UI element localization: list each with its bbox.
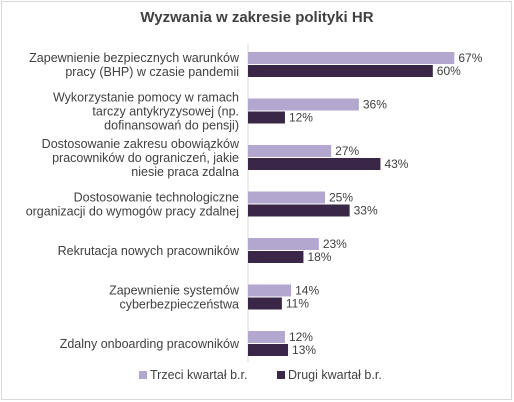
bar-q3 — [248, 98, 359, 111]
data-label: 60% — [437, 64, 461, 78]
bar-q2 — [248, 158, 381, 170]
bar-q3 — [248, 238, 319, 250]
category-label: Wykorzystanie pomocy w ramach — [53, 91, 239, 105]
chart-title: Wyzwania w zakresie polityki HR — [140, 9, 374, 26]
legend-swatch — [139, 371, 147, 379]
bar-q3 — [248, 331, 285, 343]
category-label: pracowników do ograniczeń, jakie — [52, 151, 239, 165]
data-label: 12% — [289, 111, 313, 125]
data-label: 23% — [323, 237, 347, 251]
category-label: Zapewnienie bezpiecznych warunków — [29, 51, 240, 65]
bar-q2 — [248, 251, 304, 263]
legend-label: Drugi kwartał b.r. — [288, 368, 382, 382]
bar-q2 — [248, 297, 282, 310]
data-label: 14% — [295, 284, 319, 298]
bar-q2 — [248, 65, 433, 77]
category-label: Rekrutacja nowych pracowników — [58, 244, 240, 258]
data-label: 13% — [292, 343, 316, 357]
category-label: Zdalny onboarding pracowników — [60, 337, 240, 351]
legend-label: Trzeci kwartał b.r. — [150, 368, 247, 382]
legend-swatch — [277, 371, 285, 379]
bar-q2 — [248, 204, 350, 217]
bar-q3 — [248, 145, 332, 157]
category-label: Zapewnienie systemów — [109, 284, 240, 298]
category-label: cyberbezpieczeństwa — [119, 298, 239, 312]
data-label: 36% — [363, 98, 387, 112]
data-label: 25% — [329, 191, 353, 205]
category-label: dofinansowań do pensji) — [104, 119, 239, 133]
data-label: 11% — [286, 297, 309, 311]
bar-q2 — [248, 344, 289, 356]
bar-q3 — [248, 52, 455, 64]
category-label: pracy (BHP) w czasie pandemii — [65, 65, 239, 79]
category-label: niesie praca zdalna — [131, 165, 239, 179]
bar-q2 — [248, 111, 285, 124]
data-label: 27% — [335, 144, 359, 158]
bar-q3 — [248, 191, 325, 204]
data-label: 67% — [458, 51, 482, 65]
data-label: 33% — [354, 204, 378, 218]
data-label: 12% — [289, 330, 313, 344]
category-label: tarczy antykryzysowej (np. — [92, 105, 239, 119]
category-label: organizacji do wymogów pracy zdalnej — [26, 205, 239, 219]
data-label: 18% — [307, 250, 331, 264]
bar-q3 — [248, 284, 292, 297]
category-label: Dostosowanie technologiczne — [74, 191, 239, 205]
category-label: Dostosowanie zakresu obowiązków — [42, 137, 240, 151]
data-label: 43% — [384, 157, 408, 171]
